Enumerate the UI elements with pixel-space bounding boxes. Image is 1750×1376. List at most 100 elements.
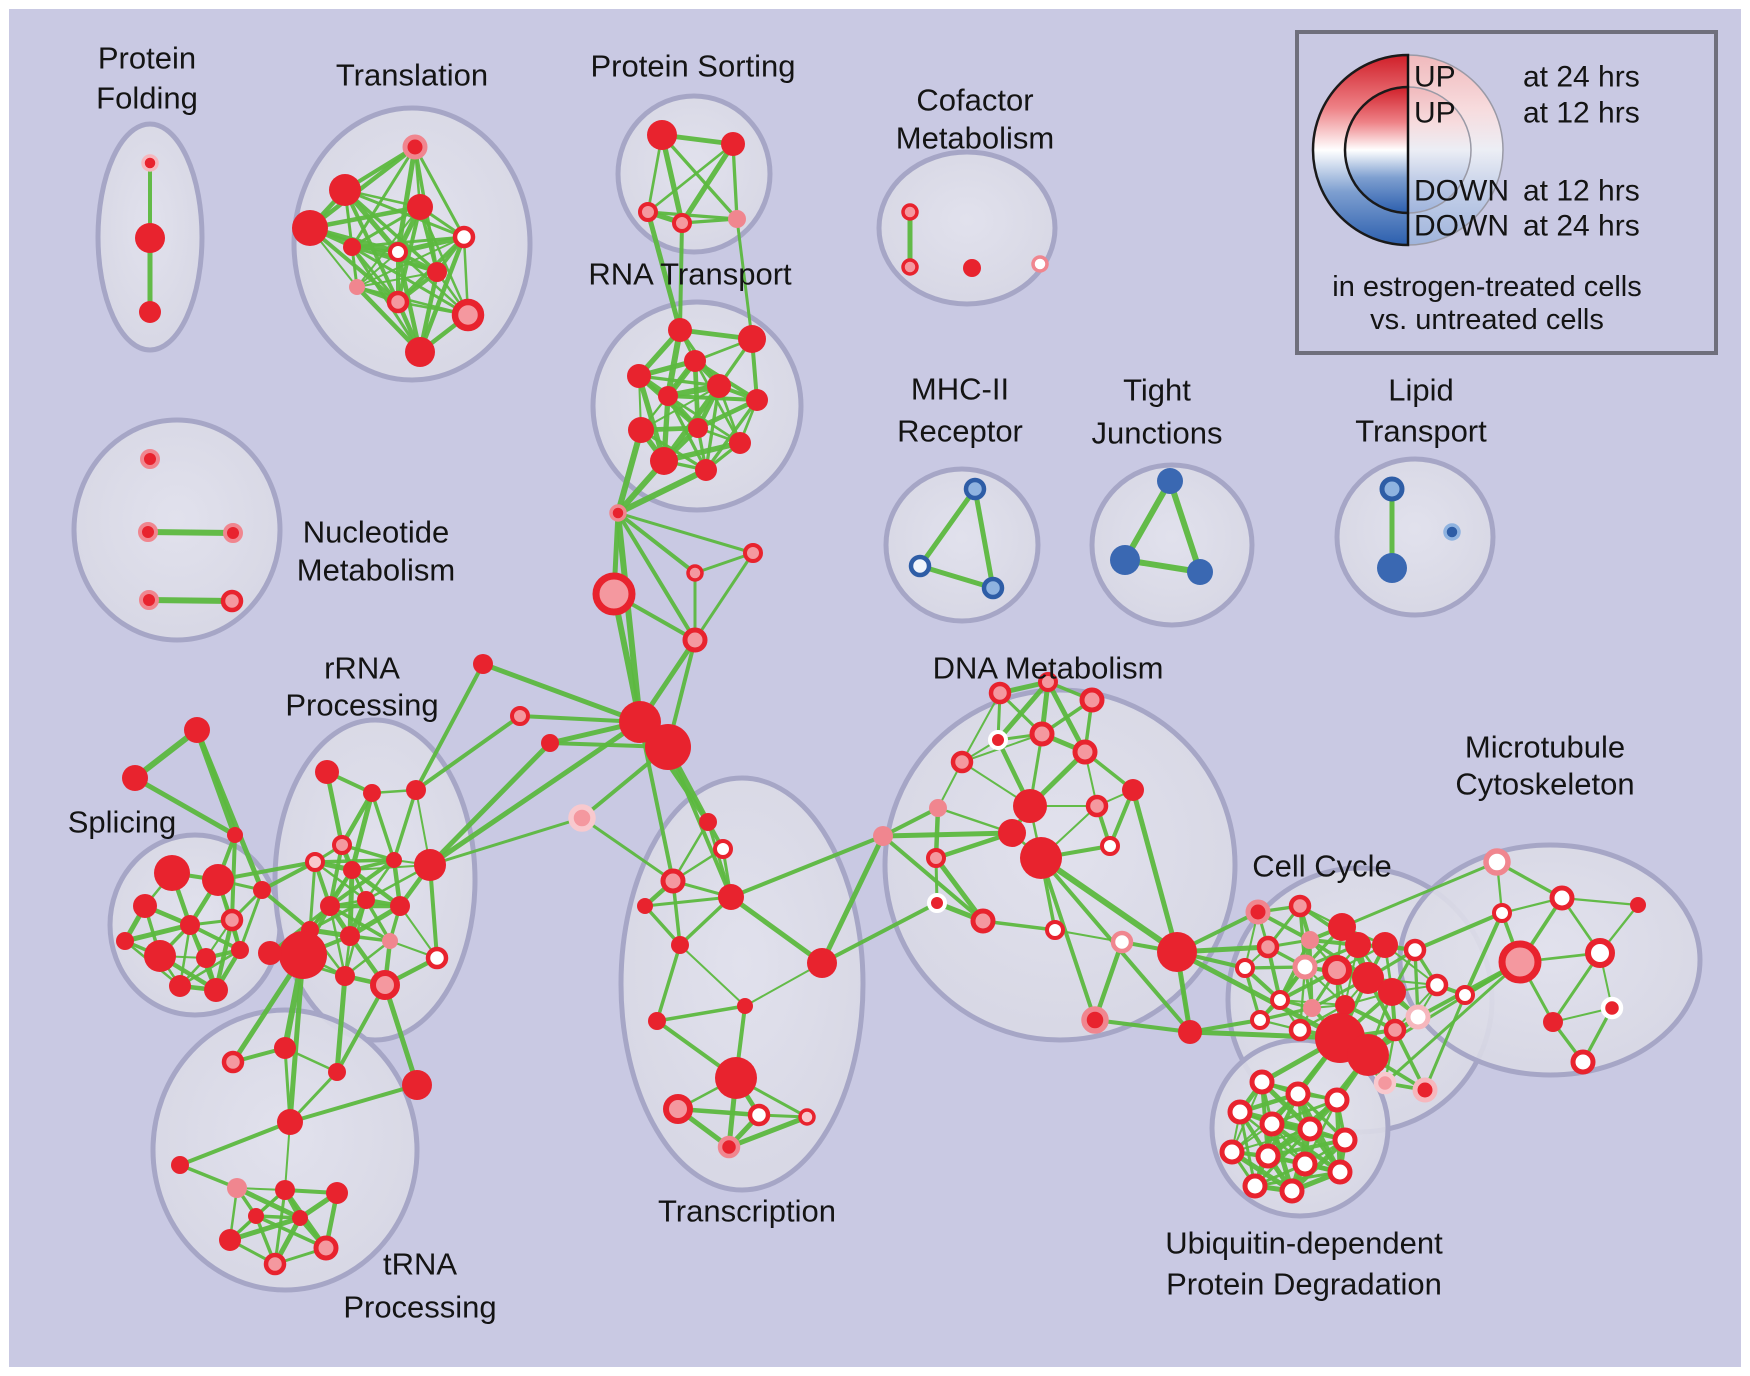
gene-node bbox=[668, 318, 692, 342]
gene-node bbox=[963, 477, 987, 501]
gene-node bbox=[248, 1208, 264, 1224]
network-edge bbox=[395, 234, 467, 255]
gene-node bbox=[220, 589, 244, 613]
gene-node bbox=[721, 132, 745, 156]
network-edge bbox=[636, 373, 667, 464]
gene-node bbox=[1483, 848, 1511, 876]
gene-node bbox=[139, 301, 161, 323]
gene-node bbox=[963, 259, 981, 277]
gene-node bbox=[927, 893, 947, 913]
legend-caption: vs. untreated cells bbox=[1370, 304, 1604, 336]
gene-node bbox=[320, 896, 340, 916]
nodes-layer bbox=[116, 120, 1646, 1276]
labels-layer: Protein Folding Translation Protein Sorting… bbox=[68, 41, 1635, 1325]
network-edge bbox=[1187, 1029, 1343, 1041]
network-edge bbox=[1423, 993, 1467, 1092]
network-edge bbox=[615, 467, 709, 516]
cluster-label-lipid-transport: Lipid bbox=[1388, 373, 1454, 408]
network-edge bbox=[961, 692, 1001, 763]
gene-node bbox=[728, 210, 746, 228]
network-edge bbox=[350, 245, 422, 354]
gene-node bbox=[386, 852, 402, 868]
network-edge bbox=[307, 144, 418, 231]
gene-node bbox=[1178, 1020, 1202, 1044]
gene-node bbox=[1079, 687, 1105, 713]
network-edge bbox=[382, 982, 420, 1088]
network-edge bbox=[645, 209, 683, 333]
cluster-label-protein-sorting: Protein Sorting bbox=[590, 49, 795, 84]
gene-node bbox=[382, 933, 398, 949]
gene-node bbox=[1585, 938, 1615, 968]
gene-node bbox=[1352, 962, 1384, 994]
network-edge bbox=[227, 1215, 303, 1243]
network-edge bbox=[370, 791, 396, 862]
gene-node bbox=[682, 627, 708, 653]
network-edge bbox=[655, 1004, 747, 1023]
gene-node bbox=[363, 784, 381, 802]
gene-node bbox=[686, 564, 704, 582]
gene-node bbox=[650, 447, 678, 475]
network-edge bbox=[1383, 960, 1522, 1085]
network-edge bbox=[288, 1083, 419, 1124]
gene-node bbox=[713, 839, 733, 859]
gene-node bbox=[357, 891, 375, 909]
gene-node bbox=[332, 835, 352, 855]
network-edge bbox=[917, 563, 996, 591]
legend: UP at 24 hrs UP at 12 hrs DOWN at 12 hrs DOWN a… bbox=[1295, 30, 1718, 355]
network-edge bbox=[238, 888, 264, 952]
gene-node bbox=[707, 374, 731, 398]
gene-node bbox=[279, 931, 327, 979]
network-edge bbox=[313, 860, 368, 902]
cluster-ellipse-lipid-transport bbox=[1334, 456, 1496, 618]
cluster-label-microtubule-cytoskeleton: Microtubule bbox=[1465, 730, 1625, 765]
network-edge bbox=[693, 551, 755, 642]
network-edge bbox=[820, 901, 939, 965]
gene-node bbox=[1332, 1127, 1358, 1153]
cluster-label-splicing: Splicing bbox=[68, 805, 177, 840]
gene-node bbox=[1498, 940, 1542, 984]
cluster-label-mhc-ii-receptor: Receptor bbox=[897, 414, 1023, 449]
cluster-ellipse-cofactor-metabolism bbox=[876, 149, 1058, 307]
gene-node bbox=[1425, 973, 1449, 997]
cluster-label-rrna-processing: rRNA bbox=[324, 651, 400, 686]
gene-node bbox=[873, 826, 893, 846]
gene-node bbox=[807, 948, 837, 978]
gene-node bbox=[141, 154, 159, 172]
gene-node bbox=[452, 225, 476, 249]
gene-node bbox=[139, 590, 159, 610]
gene-node bbox=[738, 325, 766, 353]
gene-node bbox=[135, 223, 165, 253]
network-edge bbox=[972, 486, 996, 591]
gene-node bbox=[370, 970, 400, 1000]
network-edge bbox=[616, 511, 755, 555]
gene-node bbox=[1443, 523, 1461, 541]
gene-node bbox=[1250, 1010, 1270, 1030]
network-edge bbox=[933, 855, 986, 924]
legend-direction-label: UP bbox=[1414, 97, 1456, 130]
gene-node bbox=[627, 364, 651, 388]
gene-node bbox=[1455, 985, 1475, 1005]
network-edge bbox=[643, 895, 733, 908]
gene-node bbox=[1301, 931, 1319, 949]
network-edge bbox=[427, 740, 553, 868]
network-edge bbox=[308, 898, 368, 932]
network-edge bbox=[679, 944, 746, 1007]
gene-node bbox=[343, 238, 361, 256]
gene-node bbox=[1242, 1173, 1268, 1199]
cluster-ellipse-trna-processing bbox=[150, 1007, 420, 1293]
gene-node bbox=[315, 760, 339, 784]
gene-node bbox=[328, 1063, 346, 1081]
network-edge bbox=[1130, 787, 1180, 955]
network-edge bbox=[334, 973, 348, 1075]
network-edge bbox=[1340, 860, 1499, 929]
cluster-label-cell-cycle: Cell Cycle bbox=[1252, 849, 1392, 884]
network-edge bbox=[417, 234, 467, 355]
network-edge bbox=[145, 529, 236, 536]
gene-node bbox=[180, 915, 200, 935]
cluster-label-dna-metabolism: DNA Metabolism bbox=[933, 651, 1164, 686]
network-edge bbox=[1253, 1170, 1342, 1188]
cluster-label-trna-processing: tRNA bbox=[383, 1247, 457, 1282]
network-edge bbox=[666, 394, 708, 472]
network-edge bbox=[666, 394, 742, 445]
